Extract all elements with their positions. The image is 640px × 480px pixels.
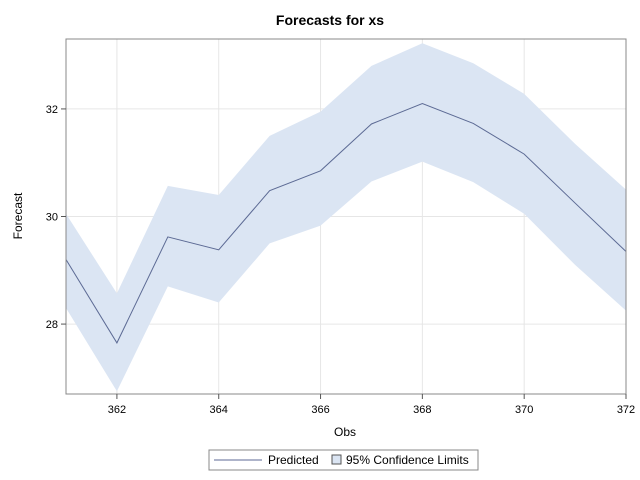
predicted-line	[65, 103, 627, 344]
confidence-band	[66, 43, 626, 392]
x-tick-label: 362	[108, 404, 126, 416]
legend-predicted-label: Predicted	[268, 453, 319, 467]
y-axis-label: Forecast	[11, 192, 25, 239]
plot-area: 362 364 366 368 370 372 28 30 32	[46, 38, 635, 416]
x-tick-label: 368	[413, 404, 431, 416]
y-tick-label: 32	[46, 104, 58, 116]
legend-frame	[208, 449, 479, 471]
x-tick-label: 366	[311, 404, 329, 416]
x-axis-label: Obs	[334, 425, 356, 439]
y-tick-label: 30	[46, 212, 58, 224]
legend: Predicted 95% Confidence Limits	[208, 449, 479, 471]
y-tick-label: 28	[46, 319, 58, 331]
x-tick-label: 364	[210, 404, 228, 416]
legend-confidence-label: 95% Confidence Limits	[346, 453, 469, 467]
chart-title: Forecasts for xs	[276, 12, 384, 28]
x-tick-label: 370	[515, 404, 533, 416]
x-tick-label: 372	[617, 404, 635, 416]
legend-confidence-swatch	[331, 454, 342, 465]
